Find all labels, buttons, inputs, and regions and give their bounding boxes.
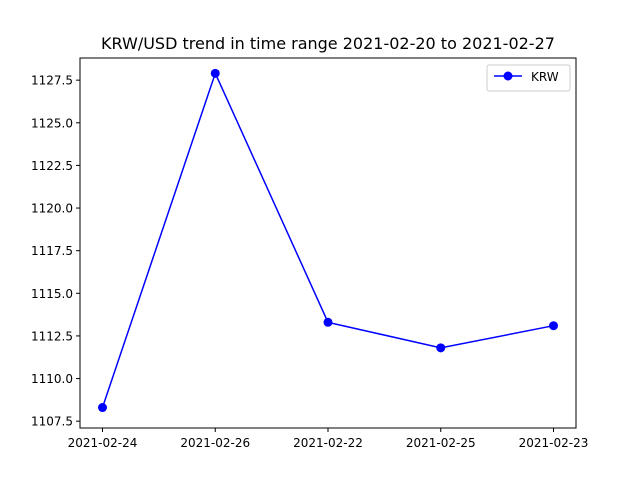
data-point	[436, 343, 446, 353]
x-tick-label: 2021-02-26	[180, 436, 250, 450]
legend-marker	[503, 71, 513, 81]
plot-area: 1107.5 1110.0 1112.5 1115.0 1117.5 1120.0 1122…	[31, 68, 589, 450]
y-tick-label: 1112.5	[31, 329, 73, 343]
y-tick-label: 1115.0	[31, 287, 73, 301]
y-tick-label: 1122.5	[31, 159, 73, 173]
data-point	[549, 321, 558, 331]
y-tick-label: 1120.0	[31, 202, 73, 216]
x-tick-label: 2021-02-24	[68, 436, 138, 450]
y-tick-label: 1127.5	[31, 74, 73, 88]
y-tick-label: 1117.5	[31, 244, 73, 258]
y-tick-label: 1110.0	[31, 372, 73, 386]
y-tick-label: 1107.5	[31, 415, 73, 429]
x-tick-label: 2021-02-25	[406, 436, 476, 450]
legend-box	[486, 64, 571, 92]
y-tick-label: 1125.0	[31, 116, 73, 130]
chart-title: KRW/USD trend in time range 2021-02-20 t…	[101, 34, 555, 53]
x-tick-label: 2021-02-23	[519, 436, 589, 450]
axes-frame	[79, 57, 577, 429]
legend: KRW	[486, 64, 571, 92]
data-point	[323, 317, 333, 327]
x-tick-label: 2021-02-22	[293, 436, 363, 450]
data-point	[210, 68, 220, 78]
legend-label: KRW	[531, 70, 559, 84]
data-point	[98, 403, 107, 413]
